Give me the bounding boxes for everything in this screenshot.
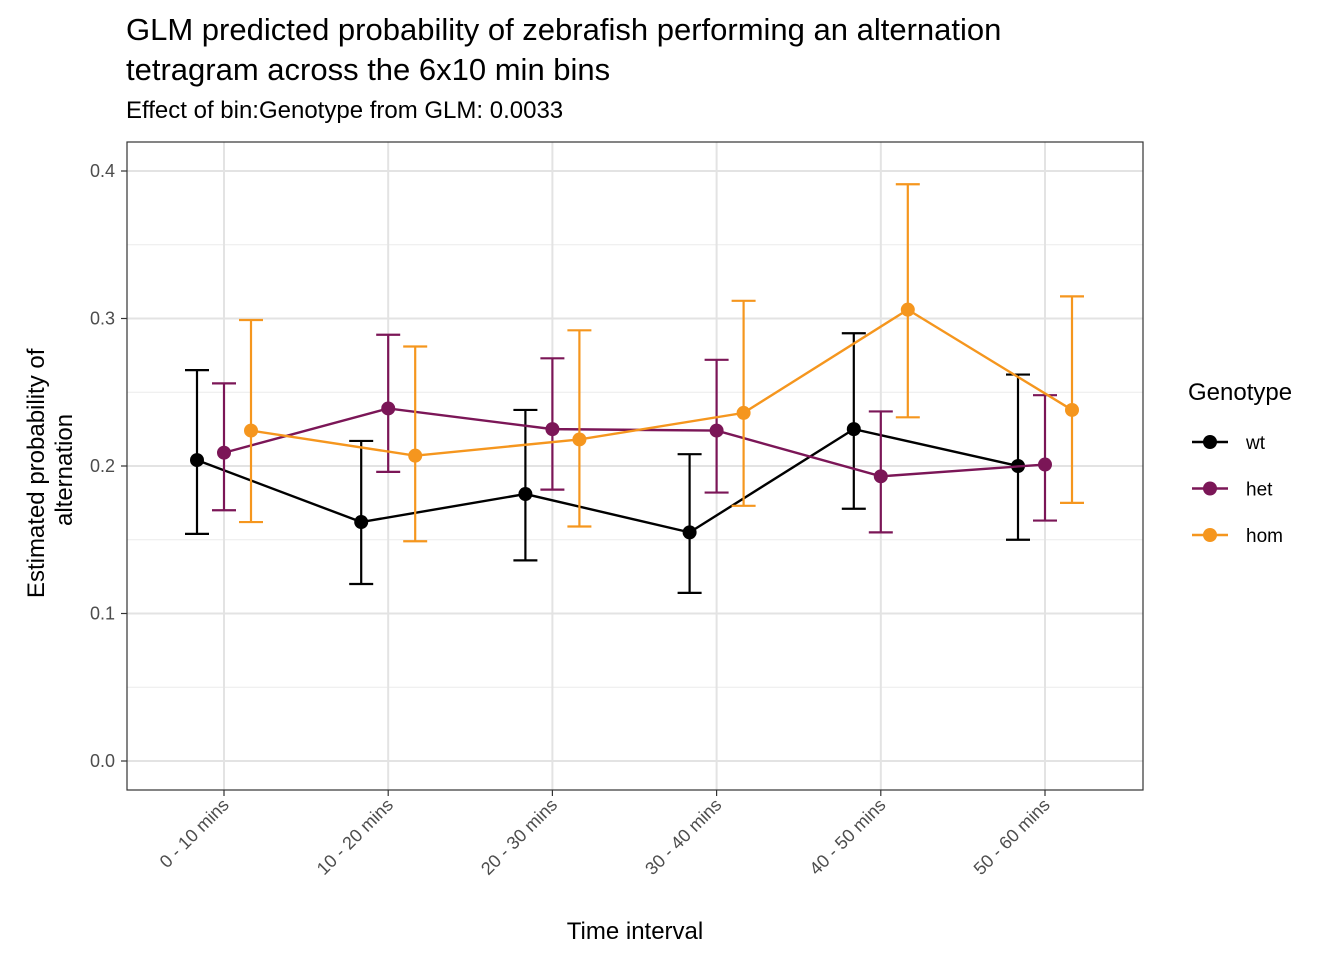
data-point-het	[217, 445, 231, 460]
grid-major	[127, 142, 1143, 790]
data-point-hom	[1065, 402, 1079, 417]
y-tick-label: 0.2	[90, 456, 115, 476]
data-point-hom	[244, 423, 258, 438]
x-tick-label: 0 - 10 mins	[156, 795, 233, 872]
x-tick-label: 50 - 60 mins	[970, 795, 1054, 879]
x-tick-label: 20 - 30 mins	[477, 795, 561, 879]
y-tick-label: 0.3	[90, 309, 115, 329]
legend: Genotype wt het hom	[1188, 379, 1292, 547]
data-point-het	[709, 423, 724, 438]
y-axis: 0.0 0.1 0.2 0.3 0.4	[90, 161, 127, 771]
x-tick-label: 10 - 20 mins	[313, 795, 397, 879]
grid-minor	[127, 244, 1143, 688]
series-layer	[185, 183, 1084, 594]
legend-label: hom	[1246, 526, 1283, 547]
series-hom	[239, 183, 1084, 543]
series-het	[212, 333, 1057, 534]
y-tick-label: 0.1	[90, 604, 115, 624]
legend-label: het	[1246, 480, 1273, 501]
y-axis-title-line-1: Estimated probability of	[23, 348, 50, 598]
data-point-het	[1038, 457, 1052, 472]
x-tick-label: 30 - 40 mins	[641, 795, 725, 879]
legend-key-point	[1203, 528, 1217, 542]
data-point-wt	[518, 487, 533, 502]
x-tick-label: 40 - 50 mins	[805, 795, 889, 879]
data-point-het	[381, 401, 396, 416]
legend-title: Genotype	[1188, 379, 1292, 406]
data-point-het	[873, 469, 888, 484]
series-wt	[185, 332, 1030, 594]
legend-item-wt: wt	[1192, 433, 1266, 454]
y-axis-title: Estimated probability of alternation	[23, 342, 78, 598]
legend-label: wt	[1245, 433, 1266, 454]
data-point-het	[545, 422, 560, 437]
x-axis-title: Time interval	[567, 918, 703, 945]
chart-subtitle: Effect of bin:Genotype from GLM: 0.0033	[126, 97, 564, 124]
x-axis: 0 - 10 mins 10 - 20 mins 20 - 30 mins 30 - …	[156, 790, 1054, 879]
chart-title-line-2: tetragram across the 6x10 min bins	[126, 52, 611, 87]
legend-item-het: het	[1192, 480, 1273, 501]
data-point-hom	[736, 405, 751, 420]
series-line-hom	[250, 308, 1073, 457]
data-point-hom	[408, 448, 423, 463]
legend-key-point	[1203, 481, 1217, 496]
data-point-wt	[190, 453, 204, 468]
chart-title-line-1: GLM predicted probability of zebrafish p…	[126, 12, 1002, 47]
data-point-hom	[572, 432, 587, 447]
y-axis-title-line-2: alternation	[51, 414, 78, 526]
y-tick-label: 0.4	[90, 161, 115, 181]
series-line-wt	[196, 427, 1019, 534]
data-point-wt	[846, 422, 861, 437]
data-point-wt	[354, 515, 369, 530]
legend-key-point	[1203, 435, 1217, 449]
chart-title: GLM predicted probability of zebrafish p…	[126, 10, 1001, 90]
data-point-wt	[682, 525, 697, 540]
y-tick-label: 0.0	[90, 751, 115, 771]
legend-item-hom: hom	[1192, 526, 1283, 547]
data-point-hom	[900, 302, 915, 317]
